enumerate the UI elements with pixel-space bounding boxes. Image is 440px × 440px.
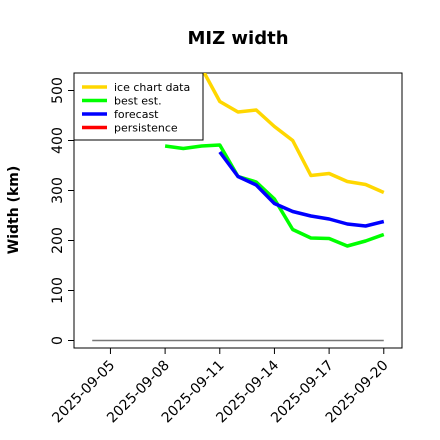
legend-label: best est. [114,95,162,108]
legend-label: forecast [114,108,159,121]
legend-label: ice chart data [114,81,190,94]
x-axis: 2025-09-052025-09-082025-09-112025-09-14… [49,348,392,426]
y-tick-label: 0 [50,336,66,345]
y-tick-label: 300 [50,177,66,204]
plot-area [73,72,403,349]
y-axis: 0 100 200 300 400 500 [50,77,74,345]
series-line-1 [164,143,385,248]
chart-title: MIZ width [187,28,288,49]
series-line-0 [202,73,385,195]
legend-label: persistence [114,122,178,135]
series-line-2 [218,150,385,228]
y-axis-label: Width (km) [6,166,22,255]
y-tick-label: 200 [50,227,66,254]
y-tick-label: 100 [50,277,66,304]
y-tick-label: 500 [50,77,66,104]
y-tick-label: 400 [50,127,66,154]
series-layer [92,73,385,342]
